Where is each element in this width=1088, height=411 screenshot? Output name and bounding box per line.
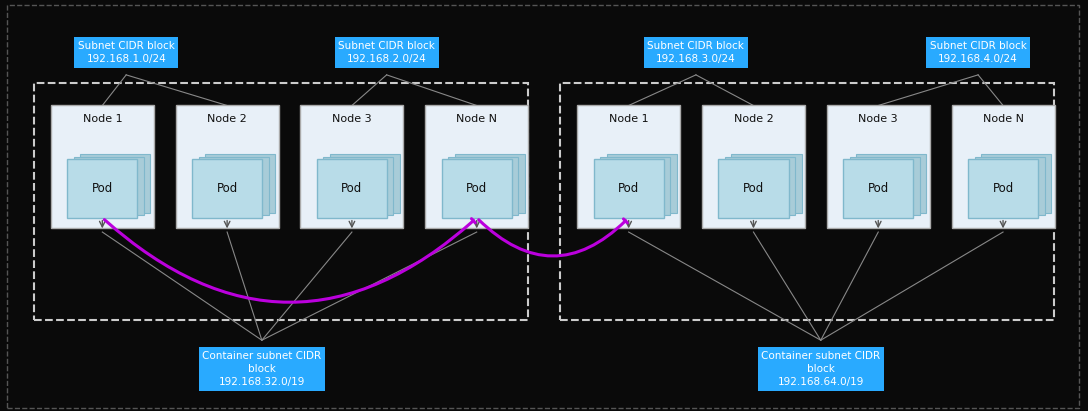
Bar	[67, 159, 137, 218]
Bar	[199, 157, 269, 215]
Bar	[51, 106, 153, 228]
Bar	[81, 154, 150, 213]
Bar	[34, 83, 528, 320]
Bar	[74, 157, 144, 215]
Bar	[725, 157, 795, 215]
Text: Node 3: Node 3	[858, 115, 898, 125]
Bar	[448, 157, 518, 215]
Bar	[330, 154, 400, 213]
Bar	[300, 106, 404, 228]
Bar	[827, 106, 930, 228]
Bar	[981, 154, 1051, 213]
Text: Container subnet CIDR
block
192.168.64.0/19: Container subnet CIDR block 192.168.64.0…	[762, 351, 880, 387]
Text: Node N: Node N	[456, 115, 497, 125]
Text: Pod: Pod	[867, 182, 889, 195]
Bar	[317, 159, 387, 218]
Text: Subnet CIDR block
192.168.1.0/24: Subnet CIDR block 192.168.1.0/24	[77, 41, 175, 64]
Bar	[731, 154, 802, 213]
Bar	[193, 159, 262, 218]
Bar	[601, 157, 670, 215]
Text: Node 2: Node 2	[207, 115, 247, 125]
Text: Pod: Pod	[342, 182, 362, 195]
Bar	[175, 106, 279, 228]
Text: Pod: Pod	[91, 182, 113, 195]
Bar	[968, 159, 1038, 218]
Text: Node 2: Node 2	[733, 115, 774, 125]
Text: Subnet CIDR block
192.168.4.0/24: Subnet CIDR block 192.168.4.0/24	[929, 41, 1026, 64]
Bar	[850, 157, 919, 215]
Bar	[323, 157, 394, 215]
Text: Subnet CIDR block
192.168.3.0/24: Subnet CIDR block 192.168.3.0/24	[647, 41, 744, 64]
Text: Pod: Pod	[466, 182, 487, 195]
Text: Container subnet CIDR
block
192.168.32.0/19: Container subnet CIDR block 192.168.32.0…	[202, 351, 321, 387]
Bar	[205, 154, 275, 213]
Bar	[975, 157, 1044, 215]
Text: Node N: Node N	[982, 115, 1024, 125]
Text: Node 3: Node 3	[332, 115, 372, 125]
Bar	[594, 159, 664, 218]
Text: Pod: Pod	[743, 182, 764, 195]
Text: Node 1: Node 1	[83, 115, 122, 125]
Bar	[607, 154, 677, 213]
Bar	[718, 159, 789, 218]
Bar	[952, 106, 1054, 228]
Bar	[442, 159, 511, 218]
Text: Subnet CIDR block
192.168.2.0/24: Subnet CIDR block 192.168.2.0/24	[338, 41, 435, 64]
Bar	[577, 106, 680, 228]
Text: Pod: Pod	[618, 182, 640, 195]
Text: Pod: Pod	[217, 182, 238, 195]
Text: Pod: Pod	[992, 182, 1014, 195]
Bar	[843, 159, 913, 218]
Bar	[455, 154, 524, 213]
Bar	[560, 83, 1054, 320]
Bar	[702, 106, 805, 228]
Bar	[856, 154, 926, 213]
Text: Node 1: Node 1	[609, 115, 648, 125]
Bar	[425, 106, 529, 228]
